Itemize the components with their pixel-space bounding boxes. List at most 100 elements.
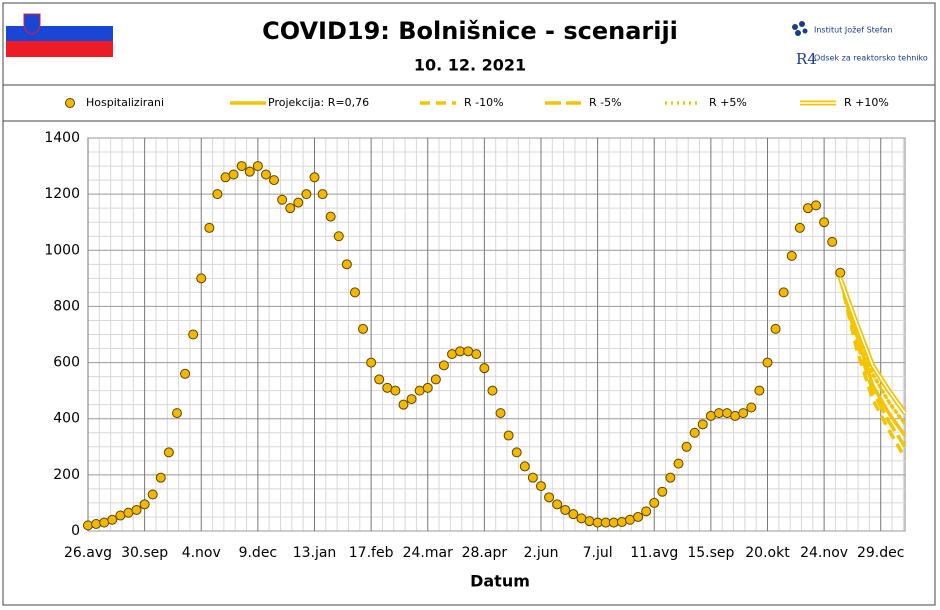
- data-point: [277, 194, 288, 205]
- data-point: [325, 211, 336, 222]
- legend-label: Projekcija: R=0,76: [268, 96, 369, 109]
- data-point: [495, 408, 506, 419]
- data-point: [811, 200, 822, 211]
- data-point: [358, 323, 369, 334]
- data-point: [794, 222, 805, 233]
- projection-line-inner: [839, 278, 906, 414]
- chart-title: COVID19: Bolnišnice - scenariji: [262, 17, 678, 45]
- x-tick-label: 7.jul: [583, 545, 613, 561]
- data-point: [503, 430, 514, 441]
- x-tick-label: 17.feb: [349, 545, 394, 561]
- x-tick-label: 15.sep: [687, 545, 734, 561]
- data-point: [762, 357, 773, 368]
- x-tick-label: 20.okt: [745, 545, 790, 561]
- data-point: [430, 374, 441, 385]
- y-tick-label: 400: [53, 411, 80, 427]
- data-point: [438, 360, 449, 371]
- data-point: [139, 499, 150, 510]
- data-point: [171, 408, 182, 419]
- data-point: [188, 329, 199, 340]
- data-point: [786, 250, 797, 261]
- data-point: [697, 419, 708, 430]
- data-point: [527, 472, 538, 483]
- data-point: [819, 217, 830, 228]
- y-tick-label: 200: [53, 467, 80, 483]
- data-point: [317, 189, 328, 200]
- chart-subtitle: 10. 12. 2021: [414, 56, 526, 75]
- legend-label: Hospitalizirani: [86, 96, 164, 109]
- data-point: [535, 481, 546, 492]
- data-point: [552, 499, 563, 510]
- legend-label: R -10%: [464, 96, 504, 109]
- data-point: [366, 357, 377, 368]
- x-tick-label: 30.sep: [121, 545, 168, 561]
- data-point: [560, 504, 571, 515]
- data-point: [398, 399, 409, 410]
- data-point: [163, 447, 174, 458]
- legend-label: R +5%: [709, 96, 747, 109]
- data-point: [341, 259, 352, 270]
- legend-marker: [65, 98, 75, 108]
- data-point: [228, 169, 239, 180]
- data-point: [180, 368, 191, 379]
- y-tick-label: 800: [53, 298, 80, 314]
- data-point: [681, 441, 692, 452]
- data-point: [657, 486, 668, 497]
- data-point: [633, 511, 644, 522]
- data-point: [479, 363, 490, 374]
- data-point: [293, 197, 304, 208]
- y-tick-label: 0: [71, 523, 80, 539]
- data-point: [422, 382, 433, 393]
- logo: R4: [792, 21, 817, 68]
- data-point: [544, 492, 555, 503]
- data-point: [155, 472, 166, 483]
- svg-text:R4: R4: [796, 50, 817, 68]
- data-point: [236, 161, 247, 172]
- y-tick-label: 1200: [44, 186, 80, 202]
- x-tick-label: 13.jan: [293, 545, 337, 561]
- data-point: [374, 374, 385, 385]
- flag: [6, 10, 113, 57]
- data-point: [244, 166, 255, 177]
- data-point: [754, 385, 765, 396]
- x-axis-label: Datum: [470, 572, 530, 591]
- data-point: [649, 497, 660, 508]
- data-point: [309, 172, 320, 183]
- data-point: [147, 489, 158, 500]
- data-point: [511, 447, 522, 458]
- legend-label: R +10%: [844, 96, 889, 109]
- data-point: [252, 161, 263, 172]
- data-point: [835, 267, 846, 278]
- institute: Institut Jožef Stefan: [814, 26, 893, 35]
- data-point: [91, 518, 102, 529]
- x-tick-label: 24.nov: [800, 545, 848, 561]
- data-point: [487, 385, 498, 396]
- x-tick-label: 4.nov: [182, 545, 221, 561]
- data-point: [641, 506, 652, 517]
- data-point: [746, 402, 757, 413]
- x-tick-label: 29.dec: [857, 545, 904, 561]
- data-point: [770, 323, 781, 334]
- data-point: [673, 458, 684, 469]
- data-point: [471, 349, 482, 360]
- x-tick-label: 26.avg: [64, 545, 112, 561]
- data-point: [333, 231, 344, 242]
- data-point: [665, 472, 676, 483]
- data-points: [83, 161, 846, 531]
- department: Odsek za reaktorsko tehniko: [814, 54, 928, 63]
- x-tick-label: 11.avg: [630, 545, 678, 561]
- data-point: [83, 520, 93, 531]
- data-point: [738, 408, 749, 419]
- data-point: [778, 287, 789, 298]
- data-point: [131, 504, 142, 515]
- data-point: [285, 203, 296, 214]
- y-tick-label: 1400: [44, 130, 80, 146]
- data-point: [827, 236, 838, 247]
- data-point: [269, 175, 280, 186]
- data-point: [212, 189, 223, 200]
- data-point: [196, 273, 207, 284]
- x-tick-label: 9.dec: [239, 545, 278, 561]
- data-point: [406, 394, 417, 405]
